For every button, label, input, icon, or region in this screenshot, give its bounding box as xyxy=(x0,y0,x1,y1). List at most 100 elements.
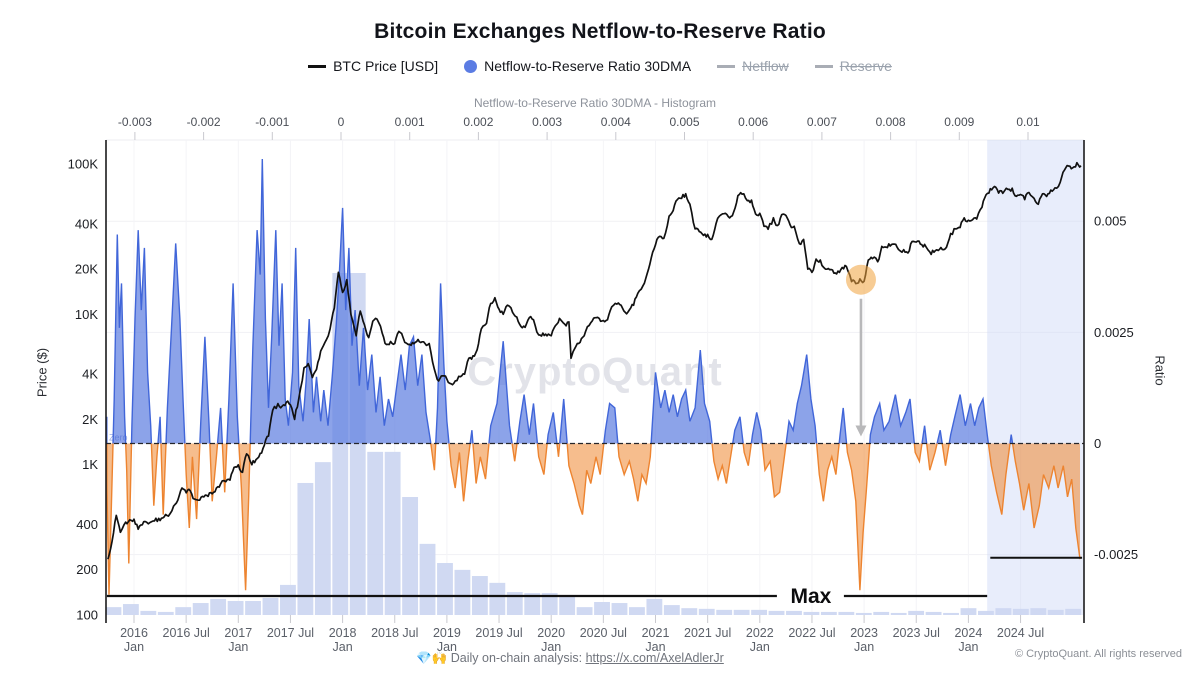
footer-link[interactable]: https://x.com/AxelAdlerJr xyxy=(585,651,724,665)
histogram-bar xyxy=(978,610,994,615)
hist-axis-tick-label: 0 xyxy=(338,115,345,129)
date-tick-label: 2019 Jul xyxy=(475,626,522,640)
histogram-bar xyxy=(122,604,139,615)
hist-axis-tick-label: 0.009 xyxy=(944,115,974,129)
date-tick-label: 2021 xyxy=(642,626,670,640)
histogram-bar xyxy=(1012,608,1029,615)
legend-item-netflow[interactable]: Netflow xyxy=(717,58,789,74)
histogram-bar xyxy=(943,612,959,615)
netflow-ratio-line-negative xyxy=(106,443,1081,595)
legend-label: Netflow-to-Reserve Ratio 30DMA xyxy=(484,58,692,74)
cryptoquant-watermark: CryptoQuant xyxy=(0,350,1190,395)
date-tick-label: 2020 xyxy=(537,626,565,640)
date-tick-label: 2024 Jul xyxy=(997,626,1044,640)
histogram-bar xyxy=(995,608,1012,615)
histogram-bar xyxy=(1030,608,1047,615)
legend-label: BTC Price [USD] xyxy=(333,58,439,74)
histogram-bar xyxy=(698,608,715,615)
histogram-bar xyxy=(454,569,471,615)
histogram-bar xyxy=(611,603,628,615)
histogram-bar xyxy=(838,611,855,615)
circle-marker-icon xyxy=(464,59,478,73)
plot-area[interactable] xyxy=(106,140,1084,615)
histogram-bar xyxy=(786,610,802,615)
legend-item-btc-price[interactable]: BTC Price [USD] xyxy=(308,58,438,74)
price-tick-label: 100K xyxy=(68,157,99,172)
histogram-bar xyxy=(1047,609,1064,615)
legend-item-netflow-ratio[interactable]: Netflow-to-Reserve Ratio 30DMA xyxy=(464,58,691,74)
ratio-tick-label: -0.0025 xyxy=(1094,547,1138,562)
date-tick-label: 2021 Jul xyxy=(684,626,731,640)
date-tick-sublabel: Jan xyxy=(333,640,353,654)
hist-axis-tick-label: 0.005 xyxy=(669,115,699,129)
histogram-bar xyxy=(751,609,768,615)
hist-axis-tick-label: 0.007 xyxy=(807,115,837,129)
netflow-ratio-line-positive xyxy=(106,158,1014,444)
date-tick-sublabel: Jan xyxy=(854,640,874,654)
price-tick-label: 2K xyxy=(82,412,98,427)
date-tick-label: 2023 Jul xyxy=(893,626,940,640)
price-bottom-highlight-circle xyxy=(845,264,876,295)
histogram-bar xyxy=(960,608,977,615)
footer-text: 💎🙌 Daily on-chain analysis: xyxy=(416,651,586,665)
histogram-bar xyxy=(576,607,593,615)
date-tick-label: 2024 xyxy=(954,626,982,640)
histogram-bar xyxy=(873,611,890,615)
hist-axis-tick-label: -0.003 xyxy=(118,115,152,129)
max-line-label: Max xyxy=(790,585,831,608)
histogram-bar xyxy=(541,593,558,615)
date-tick-label: 2023 xyxy=(850,626,878,640)
histogram-bar xyxy=(820,611,837,615)
histogram-bar xyxy=(192,603,209,615)
date-tick-label: 2018 xyxy=(329,626,357,640)
date-tick-label: 2018 Jul xyxy=(371,626,418,640)
legend: BTC Price [USD] Netflow-to-Reserve Ratio… xyxy=(0,58,1200,74)
histogram-bar xyxy=(594,602,610,615)
histogram-bar xyxy=(297,482,314,615)
page-title: Bitcoin Exchanges Netflow-to-Reserve Rat… xyxy=(374,20,826,43)
date-tick-label: 2019 xyxy=(433,626,461,640)
histogram-bar xyxy=(733,609,750,615)
hist-axis-tick-label: 0.003 xyxy=(532,115,562,129)
date-tick-sublabel: Jan xyxy=(124,640,144,654)
histogram-bar xyxy=(157,611,174,615)
histogram-bar xyxy=(262,597,279,615)
legend-item-reserve[interactable]: Reserve xyxy=(814,58,892,74)
hist-axis-tick-label: 0.002 xyxy=(463,115,493,129)
footer-note: 💎🙌 Daily on-chain analysis: https://x.co… xyxy=(0,651,1140,666)
hist-axis-tick-label: 0.004 xyxy=(601,115,631,129)
date-tick-label: 2016 Jul xyxy=(163,626,210,640)
date-tick-label: 2016 xyxy=(120,626,148,640)
histogram-bar xyxy=(437,563,453,615)
recent-period-shade xyxy=(987,140,1084,615)
histogram-axis-title: Netflow-to-Reserve Ratio 30DMA - Histogr… xyxy=(473,96,717,110)
histogram-bar xyxy=(716,609,733,615)
price-tick-label: 40K xyxy=(75,216,98,231)
price-tick-label: 400 xyxy=(76,517,98,532)
ratio-tick-label: 0.005 xyxy=(1094,214,1127,229)
histogram-bar xyxy=(175,607,192,615)
hist-axis-tick-label: 0.008 xyxy=(876,115,906,129)
histogram-bar xyxy=(489,582,506,615)
histogram-bar xyxy=(803,611,820,615)
histogram-bar xyxy=(646,598,663,615)
price-tick-label: 10K xyxy=(75,307,98,322)
date-tick-label: 2017 xyxy=(224,626,252,640)
date-tick-label: 2022 Jul xyxy=(788,626,835,640)
date-tick-sublabel: Jan xyxy=(750,640,770,654)
price-tick-label: 1K xyxy=(82,457,98,472)
annotation-arrowhead-icon xyxy=(855,425,867,437)
date-tick-sublabel: Jan xyxy=(541,640,561,654)
date-tick-label: 2022 xyxy=(746,626,774,640)
copyright-note: © CryptoQuant. All rights reserved xyxy=(1014,648,1182,660)
date-tick-sublabel: Jan xyxy=(645,640,665,654)
histogram-bar xyxy=(559,595,576,615)
date-tick-label: 2017 Jul xyxy=(267,626,314,640)
histogram-bar xyxy=(245,600,261,615)
histogram-bar xyxy=(663,605,680,615)
zero-line-label: Zero xyxy=(109,433,128,443)
histogram-bar xyxy=(506,592,523,615)
histogram-bar xyxy=(1065,608,1082,615)
